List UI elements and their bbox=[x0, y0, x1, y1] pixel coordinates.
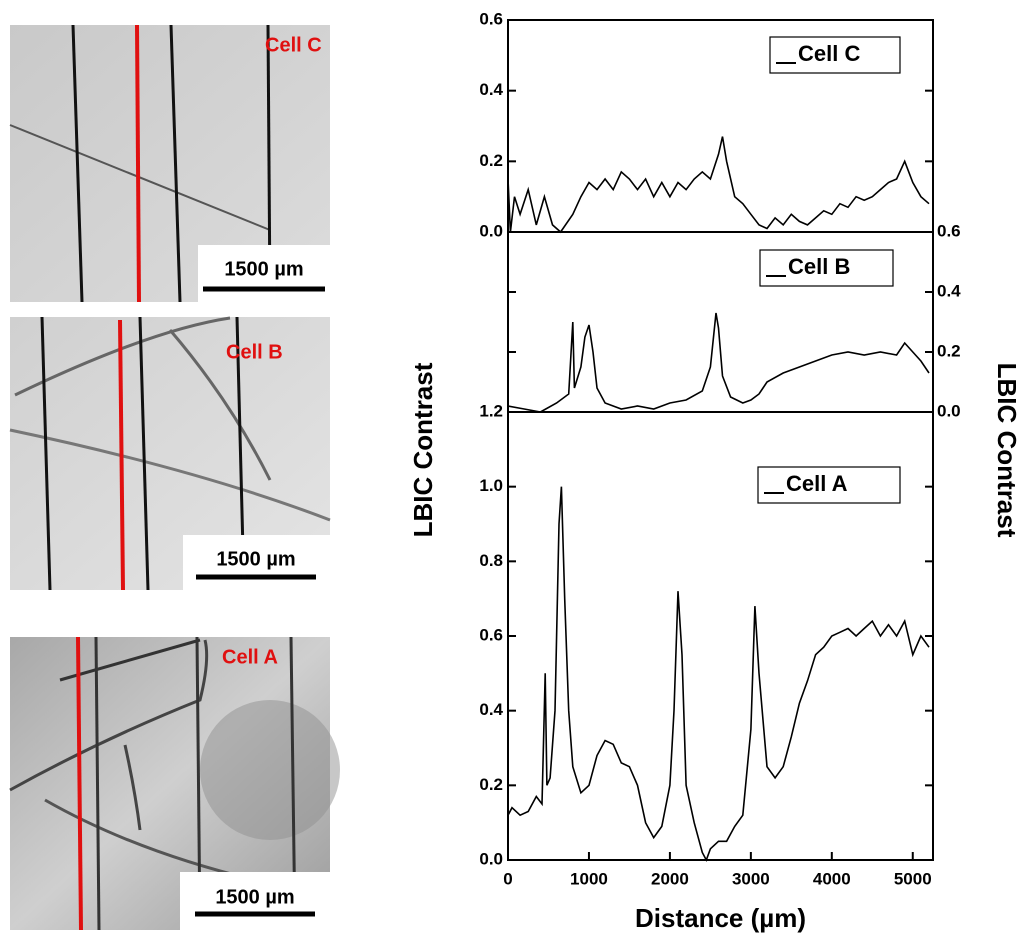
scale-bar-label: 1500 µm bbox=[224, 258, 303, 280]
legend-label: Cell C bbox=[798, 41, 860, 66]
x-tick-label: 1000 bbox=[570, 869, 608, 888]
y-tick-label: 0.4 bbox=[937, 281, 961, 300]
legend-box bbox=[759, 249, 894, 287]
y-tick-label: 0.4 bbox=[479, 80, 503, 99]
y-tick-label: 0.2 bbox=[937, 341, 961, 360]
y-tick-label: 1.2 bbox=[479, 401, 503, 420]
lbic-image-b: Cell B 1500 µm bbox=[9, 316, 331, 591]
x-tick-label: 3000 bbox=[732, 869, 770, 888]
scale-bar-label: 1500 µm bbox=[215, 886, 294, 908]
x-tick-label: 0 bbox=[503, 869, 512, 888]
y-tick-label: 0.8 bbox=[479, 551, 503, 570]
cell-label: Cell C bbox=[265, 34, 322, 56]
lbic-image-a: Cell A 1500 µm bbox=[9, 636, 340, 931]
legend-box bbox=[757, 466, 901, 504]
cell-label: Cell A bbox=[222, 646, 278, 668]
y-tick-label: 0.4 bbox=[479, 700, 503, 719]
x-axis-title: Distance (µm) bbox=[635, 903, 806, 933]
y-tick-label: 0.0 bbox=[937, 401, 961, 420]
x-tick-label: 2000 bbox=[651, 869, 689, 888]
y2-axis-title: LBIC Contrast bbox=[992, 363, 1022, 538]
y-tick-label: 0.0 bbox=[479, 849, 503, 868]
data-line bbox=[507, 486, 930, 862]
data-line bbox=[507, 136, 930, 234]
legend-label: Cell A bbox=[786, 471, 848, 496]
y-tick-label: 0.6 bbox=[479, 625, 503, 644]
legend-label: Cell B bbox=[788, 254, 850, 279]
x-tick-label: 5000 bbox=[894, 869, 932, 888]
x-tick-label: 4000 bbox=[813, 869, 851, 888]
cell-label: Cell B bbox=[226, 341, 283, 363]
lbic-image-c: Cell C 1500 µm bbox=[9, 24, 330, 303]
y-axis-title: LBIC Contrast bbox=[408, 362, 438, 537]
y-tick-label: 0.2 bbox=[479, 775, 503, 794]
scale-bar-label: 1500 µm bbox=[216, 548, 295, 570]
y-tick-label: 0.0 bbox=[479, 221, 503, 240]
y-tick-label: 0.6 bbox=[937, 221, 961, 240]
legend-box bbox=[769, 36, 901, 74]
data-line bbox=[507, 312, 930, 413]
y-tick-label: 0.6 bbox=[479, 9, 503, 28]
y-tick-label: 1.0 bbox=[479, 476, 503, 495]
y-tick-label: 0.2 bbox=[479, 151, 503, 170]
